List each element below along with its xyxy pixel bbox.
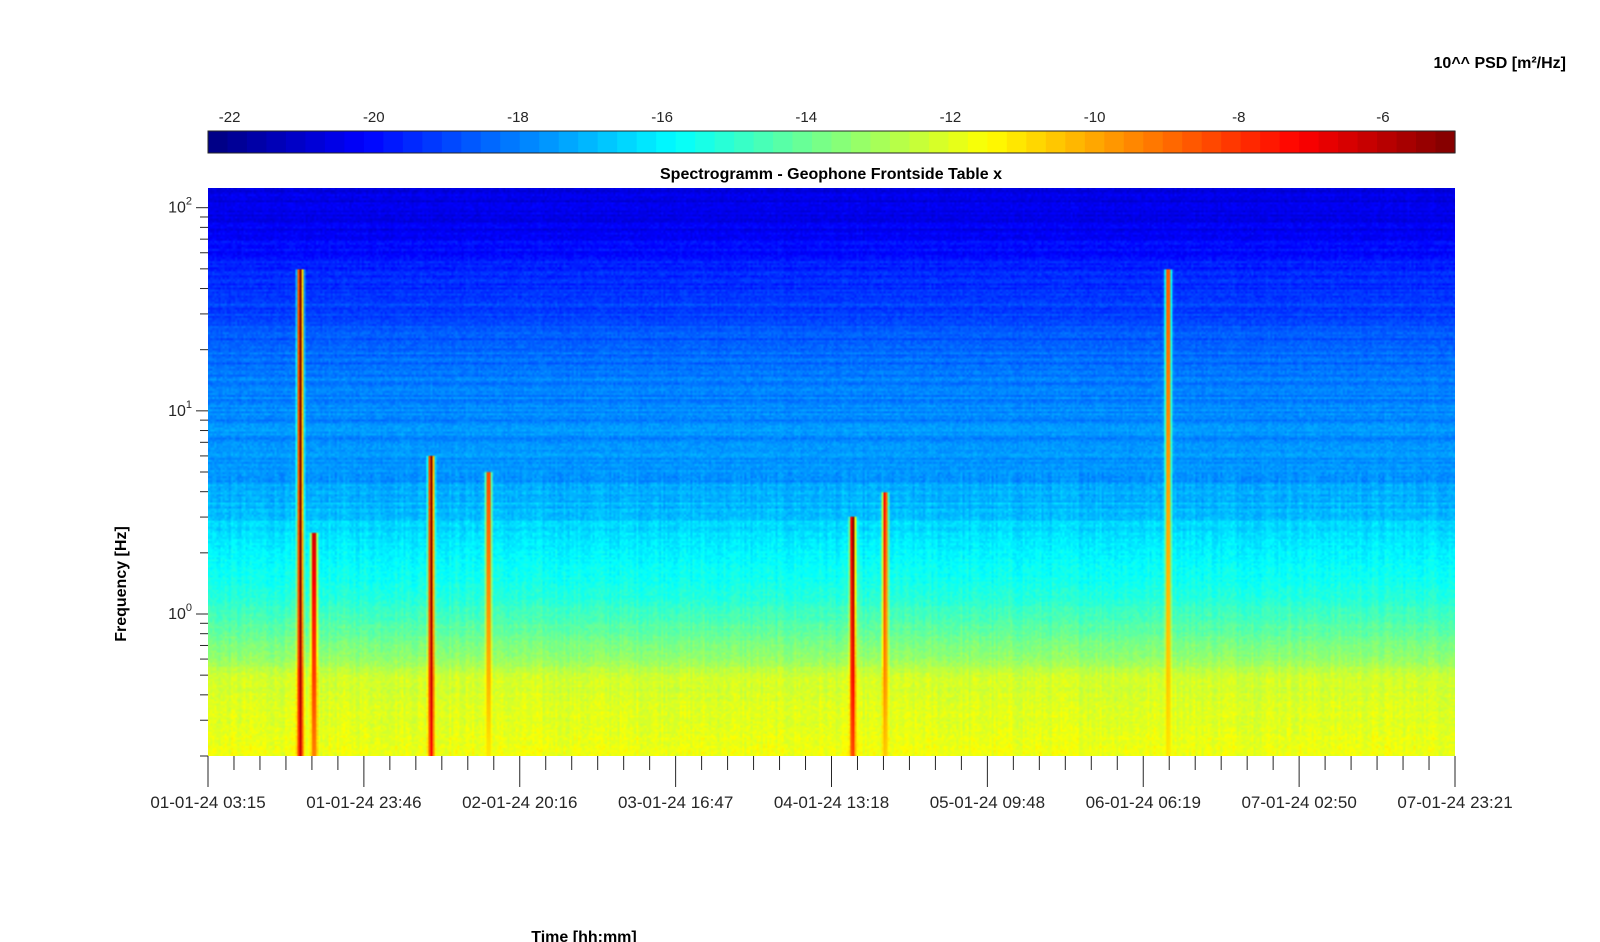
colorbar-segment	[208, 131, 229, 153]
colorbar-tick-label: -12	[940, 109, 962, 126]
colorbar-segment	[1357, 131, 1378, 153]
colorbar-segment	[1201, 131, 1222, 153]
colorbar-segment	[831, 131, 852, 153]
colorbar-segment	[402, 131, 423, 153]
colorbar-segment	[1279, 131, 1300, 153]
colorbar-segment	[773, 131, 794, 153]
colorbar-segment	[383, 131, 404, 153]
colorbar-tick-label: -6	[1376, 109, 1389, 126]
colorbar-segment	[889, 131, 911, 153]
colorbar-segment	[246, 131, 268, 153]
colorbar-segment	[305, 131, 326, 153]
colorbar-segment	[519, 131, 540, 153]
colorbar-segment	[987, 131, 1008, 153]
colorbar-segment	[928, 131, 949, 153]
colorbar-tick-label: -10	[1084, 109, 1106, 126]
x-tick-label: 03-01-24 16:47	[618, 793, 733, 812]
y-tick-label: 102	[168, 196, 192, 217]
colorbar-segment	[617, 131, 638, 153]
colorbar-segment	[850, 131, 872, 153]
colorbar-segment	[1299, 131, 1320, 153]
colorbar-segment	[1045, 131, 1066, 153]
x-tick-label: 04-01-24 13:18	[774, 793, 889, 812]
x-tick-label: 07-01-24 02:50	[1241, 793, 1356, 812]
colorbar-tick-label: -18	[507, 109, 529, 126]
colorbar-label: 10^^ PSD [m²/Hz]	[1434, 55, 1566, 72]
colorbar-segment	[1260, 131, 1281, 153]
y-tick-label: 100	[168, 602, 192, 623]
x-tick-label: 02-01-24 20:16	[462, 793, 577, 812]
colorbar-segment	[1065, 131, 1086, 153]
colorbar-segment	[1026, 131, 1047, 153]
colorbar-segment	[285, 131, 307, 153]
colorbar-segment	[558, 131, 579, 153]
colorbar-segment	[1162, 131, 1183, 153]
y-axis: 100 101 102	[168, 196, 208, 757]
colorbar-segment	[227, 131, 248, 153]
colorbar-segment	[1123, 131, 1144, 153]
colorbar-segment	[1006, 131, 1027, 153]
colorbar-segment	[1240, 131, 1261, 153]
colorbar-segment	[870, 131, 891, 153]
colorbar-segment	[1221, 131, 1242, 153]
chart-title: Spectrogramm - Geophone Frontside Table …	[660, 166, 1002, 183]
colorbar-segment	[1104, 131, 1125, 153]
colorbar-ticks: -22 -20 -18 -16 -14 -12 -10 -8 -6	[219, 109, 1390, 139]
colorbar-segment	[578, 131, 599, 153]
colorbar-segment	[734, 131, 755, 153]
x-tick-label: 01-01-24 03:15	[150, 793, 265, 812]
colorbar-tick-label: -8	[1232, 109, 1245, 126]
colorbar-segment	[714, 131, 735, 153]
colorbar-segment	[1143, 131, 1164, 153]
colorbar-segment	[1396, 131, 1417, 153]
colorbar-segment	[461, 131, 482, 153]
colorbar-segment	[1435, 131, 1456, 153]
colorbar-segment	[441, 131, 462, 153]
colorbar-segment	[636, 131, 657, 153]
colorbar-segment	[656, 131, 677, 153]
colorbar-tick-label: -22	[219, 109, 241, 126]
y-axis-label: Frequency [Hz]	[113, 526, 130, 642]
x-tick-label: 05-01-24 09:48	[930, 793, 1045, 812]
colorbar-segment	[1338, 131, 1359, 153]
x-tick-label: 07-01-24 23:21	[1397, 793, 1512, 812]
colorbar-segment	[948, 131, 969, 153]
colorbar	[208, 131, 1456, 153]
colorbar-segment	[324, 131, 345, 153]
colorbar-segment	[812, 131, 833, 153]
colorbar-segment	[1377, 131, 1398, 153]
colorbar-segment	[363, 131, 384, 153]
spectrogram-heatmap	[208, 188, 1455, 756]
colorbar-segment	[909, 131, 930, 153]
colorbar-segment	[344, 131, 365, 153]
colorbar-segment	[675, 131, 696, 153]
colorbar-segment	[500, 131, 521, 153]
colorbar-frame	[207, 130, 1456, 154]
colorbar-segment	[792, 131, 813, 153]
colorbar-tick-label: -20	[363, 109, 385, 126]
colorbar-segment	[753, 131, 774, 153]
colorbar-segment	[422, 131, 443, 153]
colorbar-tick-label: -14	[795, 109, 817, 126]
x-axis: 01-01-24 03:15 01-01-24 23:46 02-01-24 20:…	[150, 756, 1513, 812]
colorbar-segment	[1084, 131, 1105, 153]
colorbar-segment	[539, 131, 560, 153]
colorbar-segment	[480, 131, 501, 153]
colorbar-segment	[695, 131, 716, 153]
colorbar-segment	[597, 131, 618, 153]
colorbar-segment	[1318, 131, 1339, 153]
colorbar-segment	[1182, 131, 1203, 153]
x-tick-label: 01-01-24 23:46	[306, 793, 421, 812]
colorbar-segment	[1416, 131, 1437, 153]
colorbar-segment	[967, 131, 988, 153]
x-axis-label: Time [hh:mm]	[531, 929, 636, 942]
y-tick-label: 101	[168, 399, 192, 420]
colorbar-segment	[266, 131, 287, 153]
x-tick-label: 06-01-24 06:19	[1086, 793, 1201, 812]
colorbar-tick-label: -16	[651, 109, 673, 126]
